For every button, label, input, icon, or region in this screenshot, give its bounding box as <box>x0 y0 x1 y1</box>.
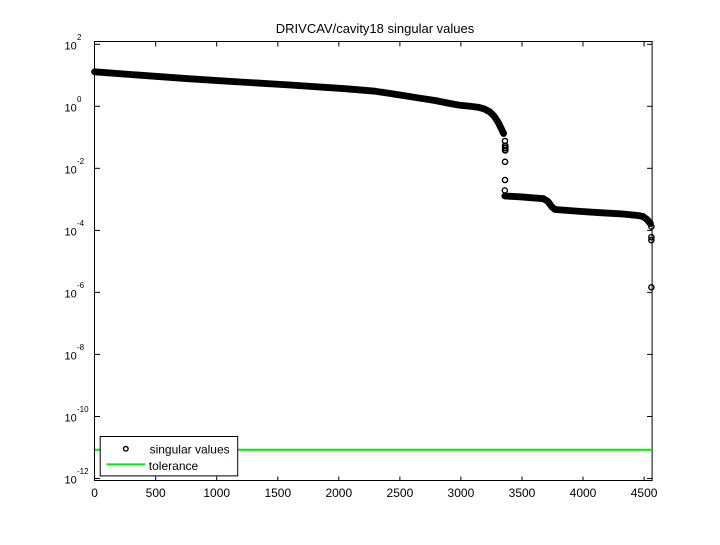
svg-text:0: 0 <box>77 95 82 104</box>
svg-text:-2: -2 <box>77 157 85 166</box>
svg-text:3500: 3500 <box>509 486 536 500</box>
svg-text:DRIVCAV/cavity18 singular valu: DRIVCAV/cavity18 singular values <box>276 21 475 36</box>
svg-text:10: 10 <box>65 164 77 176</box>
svg-text:10: 10 <box>65 288 77 300</box>
svg-text:1500: 1500 <box>264 486 291 500</box>
svg-text:-6: -6 <box>77 281 85 290</box>
svg-text:-10: -10 <box>77 405 89 414</box>
svg-text:2: 2 <box>77 33 82 42</box>
svg-text:-8: -8 <box>77 343 85 352</box>
svg-text:4000: 4000 <box>570 486 597 500</box>
svg-text:10: 10 <box>65 413 77 425</box>
svg-text:10: 10 <box>65 475 77 487</box>
svg-text:-12: -12 <box>77 467 89 476</box>
svg-text:1000: 1000 <box>203 486 230 500</box>
svg-text:3000: 3000 <box>448 486 475 500</box>
svg-text:10: 10 <box>65 226 77 238</box>
svg-text:500: 500 <box>146 486 166 500</box>
svg-text:4500: 4500 <box>631 486 658 500</box>
svg-text:-4: -4 <box>77 219 85 228</box>
svg-text:10: 10 <box>65 102 77 114</box>
svg-text:0: 0 <box>91 486 98 500</box>
svg-text:10: 10 <box>65 350 77 362</box>
svg-text:2000: 2000 <box>325 486 352 500</box>
svg-text:10: 10 <box>65 40 77 52</box>
svg-text:tolerance: tolerance <box>149 459 199 473</box>
svg-text:singular values: singular values <box>150 442 230 456</box>
svg-text:2500: 2500 <box>387 486 414 500</box>
